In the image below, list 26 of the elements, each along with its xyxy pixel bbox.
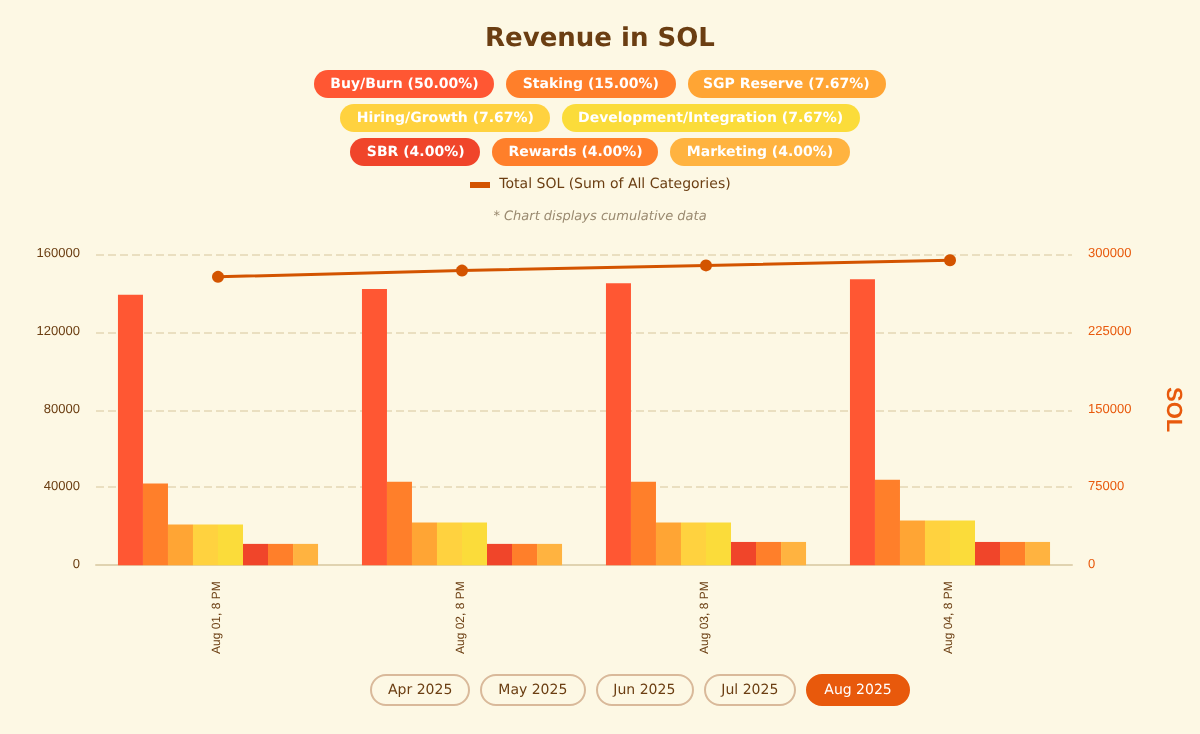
bar [605, 283, 631, 566]
bar [243, 543, 269, 566]
bar [630, 481, 656, 566]
bar [756, 541, 782, 566]
bar [487, 543, 513, 566]
bar [781, 541, 807, 566]
chart-title: Revenue in SOL [483, 24, 717, 54]
bar [899, 520, 925, 566]
bar [975, 541, 1001, 566]
bar [167, 524, 193, 566]
bar [411, 522, 437, 566]
bar [293, 543, 319, 566]
bar [537, 543, 563, 566]
bar [512, 543, 538, 566]
bar [655, 522, 681, 566]
bar [268, 543, 294, 566]
bar [361, 289, 387, 566]
bar [142, 483, 168, 566]
bar [117, 294, 143, 566]
bar [1000, 541, 1026, 566]
bar [849, 279, 875, 566]
bar [731, 541, 757, 566]
bar [1025, 541, 1051, 566]
bar [386, 481, 412, 566]
y2-axis-title: SOL [1161, 387, 1185, 433]
bar [874, 479, 900, 566]
